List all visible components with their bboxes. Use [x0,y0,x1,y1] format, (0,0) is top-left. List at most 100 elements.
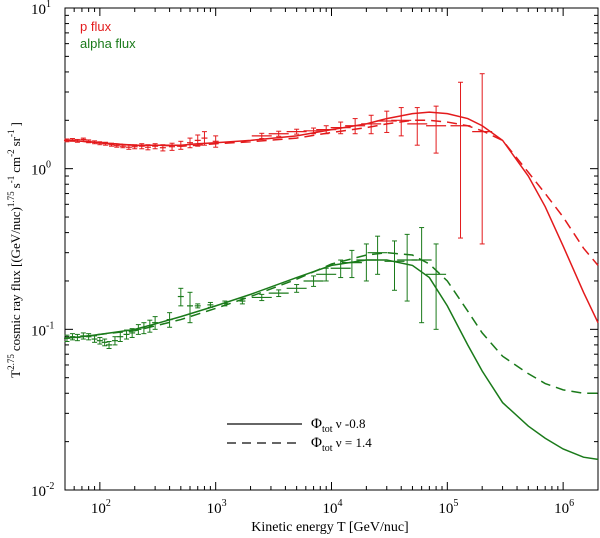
alpha-data-point [106,340,113,349]
legend-solid-main: Φ [311,416,322,432]
legend-solid-sub: tot [322,424,333,435]
proton-data-point [472,73,493,245]
y-tick-label: 100 [31,160,51,179]
proton-data-point [407,107,428,146]
y-label-prefix-exp: 2.75 [6,354,16,370]
x-tick-label: 105 [438,498,458,517]
alpha-data-point [129,328,136,338]
alpha-data-point [96,336,103,345]
proton-data-point [125,144,132,150]
legend-dashed-rest: ν = 1.4 [333,435,373,450]
alpha-data-point [101,338,108,347]
x-axis-label: Kinetic energy T [GeV/nuc] [251,520,408,535]
proton-data-point [286,128,307,135]
proton-data-point [74,138,81,143]
proton-data-point [144,144,151,151]
y-label-close: ] [8,122,23,126]
proton-data-point [91,140,98,145]
alpha-data-point [194,303,201,309]
proton-data-point [138,143,145,150]
alpha-data-point [316,267,337,282]
alpha-data-point [85,333,92,341]
y-label-s: s [8,183,23,188]
y-axis-label: T2.75cosmic ray flux [(GeV/nuc)1.75s-1cm… [6,122,23,378]
proton-data-point [159,144,166,152]
alpha-data-point [384,240,405,291]
legend-solid-label: Φtot ν -0.8 [311,416,366,435]
proton-data-point [96,141,103,146]
alpha-data-point [268,289,289,298]
legend-solid-rest: ν -0.8 [333,416,366,431]
legend-alpha-flux: alpha flux [80,36,136,51]
proton-data-point [102,141,109,146]
proton-data-point [108,142,115,147]
alpha-data-point [117,331,124,342]
proton-data-point [186,137,193,149]
y-label-main: cosmic ray flux [(GeV/nuc) [8,207,23,351]
legend-p-flux: p flux [80,19,112,34]
proton-data-point [80,137,87,142]
y-label-s-exp: -1 [6,176,16,184]
x-tick-label: 102 [91,498,111,517]
curve-proton-model-0-8 [64,111,599,324]
proton-data-point [391,107,412,137]
y-label-sr-exp: -1 [6,130,16,138]
proton-data-point [303,127,324,135]
proton-data-point [345,118,366,135]
proton-data-point [268,130,289,137]
alpha-data-point [123,329,130,340]
proton-data-point [426,105,447,154]
proton-data-point [85,139,92,144]
y-tick-label: 10-1 [31,320,54,339]
alpha-data-point [426,243,447,330]
proton-data-point [113,143,120,148]
alpha-data-point [330,259,351,279]
proton-data-point [169,142,176,151]
alpha-data-point [146,319,153,333]
y-tick-label: 101 [31,0,51,18]
alpha-data-point [152,316,159,330]
proton-data-point [69,138,76,142]
alpha-data-point [397,233,418,302]
y-label-cm-exp: -2 [6,149,16,157]
curve-proton-model-1-4 [64,119,599,266]
x-tick-label: 103 [207,498,227,517]
alpha-data-point [341,249,362,279]
proton-data-point [316,125,337,135]
legend-dashed-main: Φ [311,435,322,451]
alpha-data-point [221,300,228,307]
y-label-cm: cm [8,157,23,173]
legend-dashed-sub: tot [322,443,333,454]
alpha-data-point [166,312,173,328]
alpha-data-point [356,243,377,282]
alpha-data-point [140,322,147,335]
proton-data-point [131,144,138,150]
y-label-exp1: 1.75 [6,191,16,207]
alpha-data-point [367,235,388,275]
series-layer [63,73,599,461]
y-label-prefix: T [8,370,23,378]
proton-data-point [330,121,351,135]
proton-data-point [376,110,397,133]
proton-data-point [201,131,208,146]
alpha-data-point [69,333,76,341]
alpha-data-point [91,335,98,343]
alpha-data-point [186,291,193,324]
proton-data-point [119,144,126,149]
proton-data-point [251,132,272,140]
axis-ticks: 102 103 104 105 106 101 100 10-1 10-2 [31,0,599,517]
alpha-data-point [177,287,184,307]
alpha-data-point [111,336,118,346]
alpha-data-point [135,324,142,335]
y-tick-label: 10-2 [31,481,54,500]
proton-data-point [177,140,184,150]
proton-data-point [361,114,382,135]
x-tick-label: 106 [554,498,574,517]
alpha-data-point [63,334,70,342]
y-label-sr: sr [8,136,23,146]
alpha-data-point [251,293,272,302]
proton-data-point [450,81,471,239]
alpha-data-point [286,284,307,293]
alpha-data-point [80,332,87,340]
